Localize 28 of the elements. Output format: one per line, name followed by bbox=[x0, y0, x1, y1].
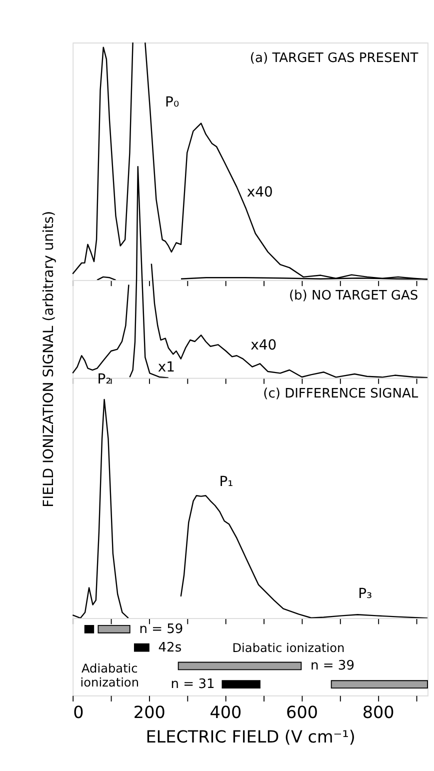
text: (b) NO TARGET GAS bbox=[288, 288, 418, 304]
annotation: Diabatic ionization bbox=[232, 640, 345, 655]
annotation: x1 bbox=[158, 359, 176, 376]
bar bbox=[178, 662, 302, 670]
x-tick-label: 0 bbox=[73, 702, 84, 722]
bar bbox=[330, 680, 428, 689]
text: (a) TARGET GAS PRESENT bbox=[250, 51, 418, 66]
x-tick-label: 800 bbox=[362, 702, 394, 722]
bar bbox=[134, 643, 150, 652]
category-label: 42s bbox=[158, 640, 182, 656]
annotation: P₀ bbox=[165, 94, 180, 110]
x-tick-label: 400 bbox=[210, 702, 242, 722]
bar bbox=[222, 680, 260, 689]
bar bbox=[84, 624, 94, 634]
chart-title: (c) DIFFERENCE SIGNAL bbox=[263, 386, 419, 402]
category-label: n = 31 bbox=[170, 677, 215, 692]
category-label: n = 39 bbox=[310, 658, 355, 674]
annotation: Adiabatic ionization bbox=[80, 662, 140, 690]
annotation: P₂ bbox=[97, 372, 112, 388]
annotation: P₃ bbox=[358, 586, 372, 602]
x-tick-label: 200 bbox=[133, 702, 166, 722]
x-tick-label: 600 bbox=[286, 702, 318, 722]
annotation: P₁ bbox=[219, 474, 234, 490]
annotation: x40 bbox=[246, 184, 273, 200]
category-label: n = 59 bbox=[139, 622, 184, 637]
x-axis-title: ELECTRIC FIELD (V cm⁻¹) bbox=[146, 726, 356, 746]
y-axis-title: FIELD IONIZATION SIGNAL (arbitrary units) bbox=[41, 210, 58, 508]
annotation: x40 bbox=[250, 338, 277, 354]
